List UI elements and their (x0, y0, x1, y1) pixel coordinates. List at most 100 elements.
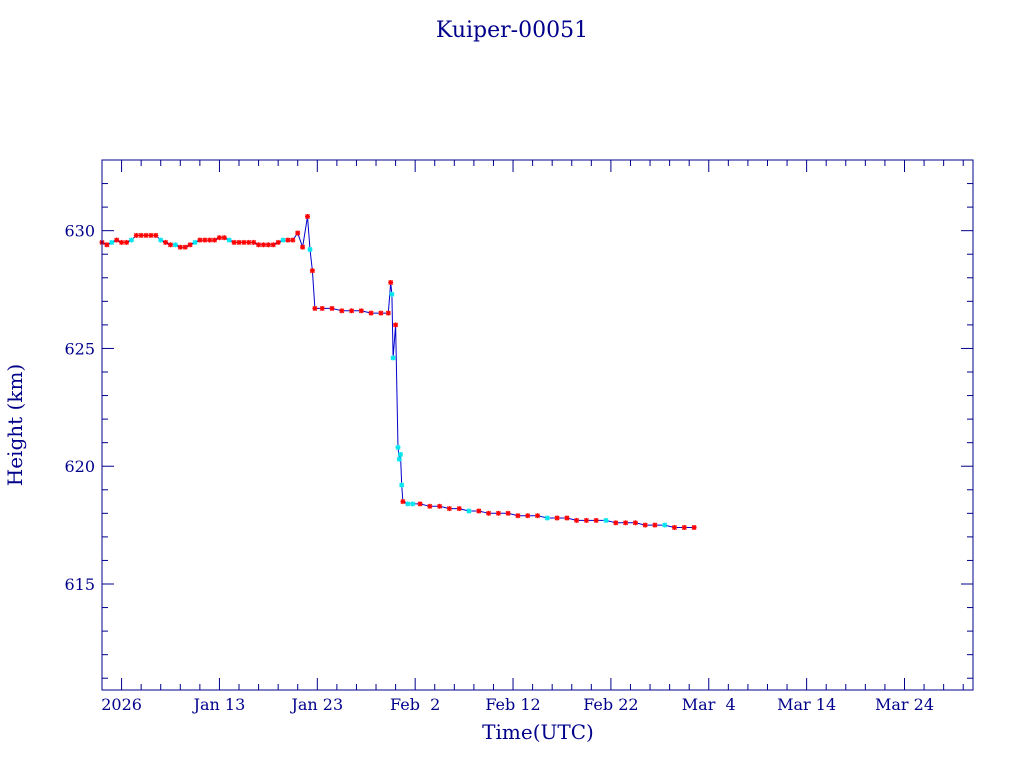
y-tick-label: 620 (64, 457, 95, 476)
data-point (390, 355, 396, 361)
x-tick-label: Feb 12 (485, 695, 540, 714)
x-axis: 2026 Jan 13 Jan 23 Feb 2 Feb 12 Feb 22 Mar 4 Ma… (101, 160, 964, 714)
data-point (124, 239, 129, 245)
data-point (133, 232, 139, 238)
data-point (104, 242, 110, 248)
data-point (226, 237, 232, 243)
chart-title: Kuiper-00051 (436, 18, 588, 43)
data-point (652, 522, 658, 528)
data-point (246, 239, 252, 245)
data-point (109, 239, 115, 245)
y-tick-label: 615 (64, 575, 95, 594)
data-point (177, 244, 183, 250)
data-point (476, 508, 482, 514)
data-point (290, 237, 296, 243)
data-point (221, 235, 227, 241)
data-point (378, 310, 384, 316)
data-point (535, 513, 540, 519)
x-axis-label: Time(UTC) (482, 720, 594, 744)
data-point (309, 268, 315, 274)
data-point (495, 510, 501, 516)
data-point (216, 235, 222, 241)
data-point (583, 517, 589, 523)
data-point (486, 510, 492, 516)
data-point (515, 513, 521, 519)
data-point (446, 506, 452, 512)
data-point (672, 525, 677, 530)
data-point (295, 230, 301, 236)
data-point (466, 508, 472, 514)
y-axis: 615 620 625 630 (64, 159, 973, 679)
x-tick-label: 2026 (101, 695, 142, 714)
data-point (319, 305, 325, 311)
x-tick-label: Feb 2 (390, 695, 440, 714)
data-point (395, 444, 401, 450)
x-tick-label: Jan 13 (192, 695, 246, 714)
data-point (613, 520, 619, 526)
data-point (623, 520, 629, 526)
data-point (153, 232, 159, 238)
x-tick-label: Feb 22 (583, 695, 638, 714)
data-point (305, 214, 310, 219)
data-point (207, 237, 213, 243)
data-point (138, 232, 144, 238)
y-tick-label: 625 (64, 339, 95, 358)
data-point (236, 239, 242, 245)
data-point (197, 237, 203, 243)
data-point (456, 506, 462, 512)
data-point (417, 501, 423, 507)
data-point (312, 305, 318, 311)
data-point (251, 239, 257, 245)
plot-frame (101, 159, 974, 691)
data-point (172, 242, 178, 248)
data-point (681, 525, 687, 530)
data-point (396, 456, 402, 462)
data-point (143, 232, 149, 238)
data-point (400, 499, 406, 505)
data-point (182, 244, 188, 250)
data-point (158, 237, 164, 243)
data-point (368, 310, 374, 316)
data-point (231, 239, 237, 245)
data-point (261, 242, 266, 248)
data-point (329, 305, 335, 311)
data-point (114, 237, 120, 243)
series-line (101, 216, 695, 528)
x-tick-label: Mar 24 (875, 695, 934, 714)
data-point (427, 503, 433, 509)
data-point (339, 308, 345, 314)
x-tick-label: Mar 14 (777, 695, 836, 714)
plot-data (99, 214, 697, 530)
x-tick-label: Mar 4 (682, 695, 736, 714)
data-point (192, 239, 198, 245)
data-point (275, 239, 281, 245)
y-tick-label: 630 (64, 222, 95, 241)
data-point (285, 237, 291, 243)
data-point (168, 242, 173, 248)
data-point (437, 503, 443, 509)
data-point (300, 244, 306, 250)
data-point (593, 517, 599, 523)
data-point (265, 242, 271, 248)
data-point (212, 237, 217, 243)
data-point (525, 513, 531, 519)
data-point (187, 242, 193, 248)
data-point (398, 451, 403, 457)
data-point (388, 280, 394, 285)
data-point (393, 322, 399, 328)
data-point (349, 308, 355, 314)
data-point (148, 232, 154, 238)
data-point (256, 242, 262, 248)
data-point (405, 501, 411, 507)
data-point (307, 247, 313, 252)
data-point (128, 237, 134, 243)
data-point (399, 482, 405, 488)
data-point (163, 239, 169, 245)
data-point (119, 239, 125, 245)
data-point (642, 522, 648, 528)
data-point (385, 310, 391, 316)
data-point (280, 237, 286, 243)
data-point (389, 291, 395, 297)
data-point (202, 237, 208, 243)
